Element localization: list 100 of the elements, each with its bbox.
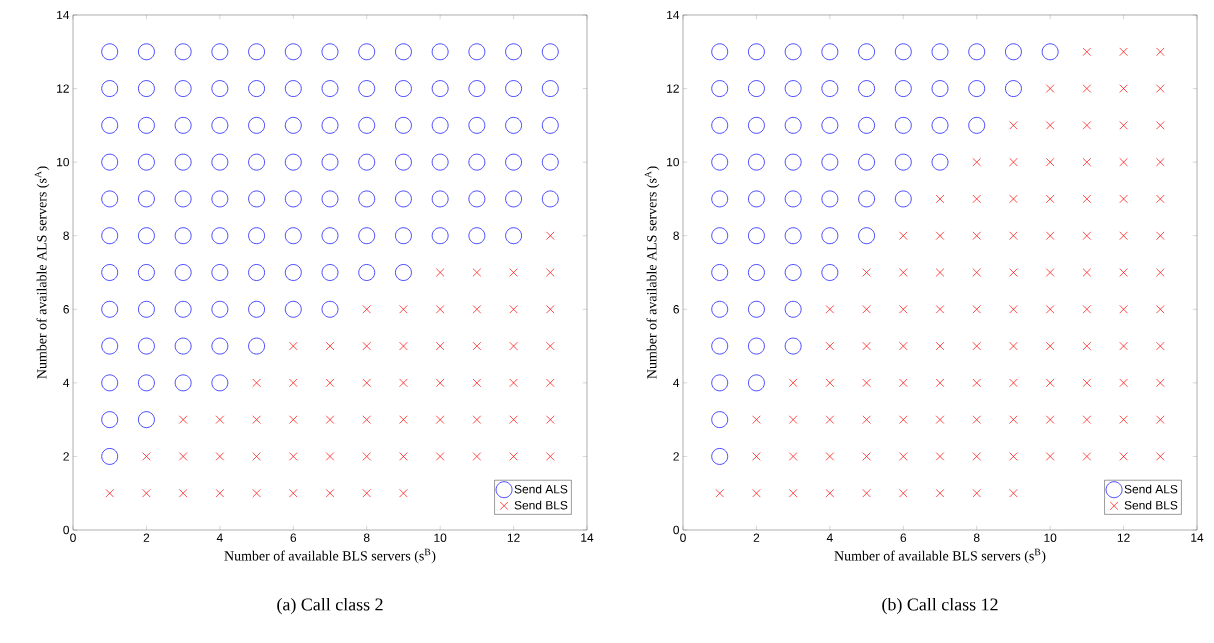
point bbox=[821, 117, 839, 134]
point bbox=[748, 300, 765, 318]
point bbox=[399, 488, 408, 498]
x-tick-label: 8 bbox=[363, 533, 370, 542]
y-tick-label: 10 bbox=[667, 157, 680, 167]
point bbox=[178, 452, 188, 461]
point bbox=[784, 190, 802, 208]
point bbox=[858, 153, 875, 171]
point bbox=[472, 341, 482, 351]
point bbox=[711, 43, 729, 61]
point bbox=[931, 153, 949, 171]
point bbox=[399, 305, 408, 314]
point bbox=[399, 341, 408, 351]
y-tick-label: 12 bbox=[57, 84, 69, 93]
point bbox=[399, 452, 408, 461]
point bbox=[711, 374, 729, 392]
point bbox=[289, 452, 298, 461]
y-tick-label: 14 bbox=[57, 10, 70, 20]
point bbox=[894, 80, 912, 97]
y-tick-label: 12 bbox=[667, 84, 679, 93]
point bbox=[325, 341, 335, 351]
y-tick-label: 10 bbox=[57, 157, 70, 167]
point bbox=[784, 43, 802, 61]
point bbox=[821, 80, 839, 97]
point bbox=[546, 231, 555, 240]
x-tick-label: 2 bbox=[143, 533, 150, 542]
x-tick-label: 12 bbox=[507, 533, 520, 542]
point bbox=[289, 415, 298, 424]
point bbox=[711, 190, 729, 208]
point bbox=[784, 337, 802, 355]
point bbox=[711, 227, 729, 245]
point bbox=[711, 337, 729, 355]
point bbox=[435, 452, 445, 461]
point bbox=[546, 415, 555, 424]
point bbox=[509, 452, 518, 461]
point bbox=[399, 415, 408, 424]
point bbox=[711, 264, 729, 281]
point bbox=[784, 153, 802, 171]
point bbox=[399, 378, 408, 388]
point bbox=[784, 80, 802, 97]
point bbox=[1041, 43, 1059, 61]
x-tick-label: 12 bbox=[1117, 533, 1130, 542]
point bbox=[215, 415, 225, 424]
point bbox=[968, 80, 986, 97]
y-tick-label: 4 bbox=[673, 378, 680, 387]
x-tick-label: 2 bbox=[753, 533, 760, 542]
point bbox=[178, 488, 188, 498]
x-tick-label: 6 bbox=[290, 533, 297, 542]
point bbox=[362, 378, 371, 388]
point bbox=[894, 117, 912, 134]
point bbox=[509, 268, 518, 277]
x-tick-label: 10 bbox=[1044, 533, 1057, 542]
point bbox=[289, 378, 298, 388]
point bbox=[142, 452, 151, 461]
point bbox=[325, 488, 335, 498]
point bbox=[821, 190, 839, 208]
point bbox=[748, 374, 765, 392]
point bbox=[894, 153, 912, 171]
point bbox=[784, 117, 802, 134]
point bbox=[289, 341, 298, 351]
point bbox=[858, 43, 875, 61]
point bbox=[931, 43, 949, 61]
y-tick-label: 4 bbox=[63, 378, 70, 387]
y-tick-label: 0 bbox=[63, 525, 70, 535]
legend-label: Send ALS bbox=[514, 484, 568, 494]
legend-label: Send BLS bbox=[1124, 500, 1178, 510]
point bbox=[105, 488, 114, 498]
point bbox=[362, 415, 371, 424]
text: (b) Call class 12 bbox=[882, 597, 998, 615]
x-tick-label: 10 bbox=[434, 533, 447, 542]
point bbox=[858, 190, 875, 208]
point bbox=[748, 43, 765, 61]
point bbox=[472, 452, 482, 461]
y-axis-title: Number of available ALS servers (s$^{A}$) bbox=[644, 166, 660, 379]
point bbox=[711, 117, 729, 134]
point bbox=[325, 415, 335, 424]
text: (a) Call class 2 bbox=[277, 597, 383, 615]
point bbox=[931, 117, 949, 134]
point bbox=[748, 264, 765, 281]
point bbox=[748, 80, 765, 97]
x-tick-label: 14 bbox=[581, 533, 594, 542]
point bbox=[252, 415, 261, 424]
point bbox=[821, 43, 839, 61]
point bbox=[472, 378, 482, 388]
point bbox=[748, 117, 765, 134]
x-tick-label: 4 bbox=[216, 533, 223, 542]
x-tick-label: 8 bbox=[973, 533, 980, 542]
point bbox=[748, 227, 765, 245]
point bbox=[472, 415, 482, 424]
y-tick-label: 2 bbox=[63, 452, 69, 461]
point bbox=[178, 415, 188, 424]
y-tick-label: 6 bbox=[673, 305, 679, 314]
point bbox=[546, 378, 555, 388]
y-tick-label: 14 bbox=[667, 10, 680, 20]
point bbox=[858, 80, 875, 97]
point bbox=[509, 305, 518, 314]
point bbox=[252, 452, 261, 461]
point bbox=[362, 452, 371, 461]
point bbox=[435, 268, 445, 277]
y-tick-label: 8 bbox=[673, 231, 679, 240]
